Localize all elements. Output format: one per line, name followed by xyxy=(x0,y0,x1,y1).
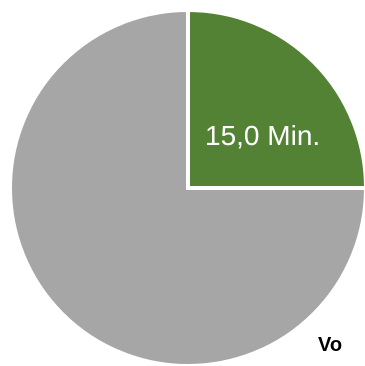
pie-slice-2 xyxy=(8,7,365,366)
clipped-text: Vo xyxy=(318,334,343,356)
slice-label: 15,0 Min. xyxy=(205,120,321,151)
pie-slice-1 xyxy=(186,7,365,190)
